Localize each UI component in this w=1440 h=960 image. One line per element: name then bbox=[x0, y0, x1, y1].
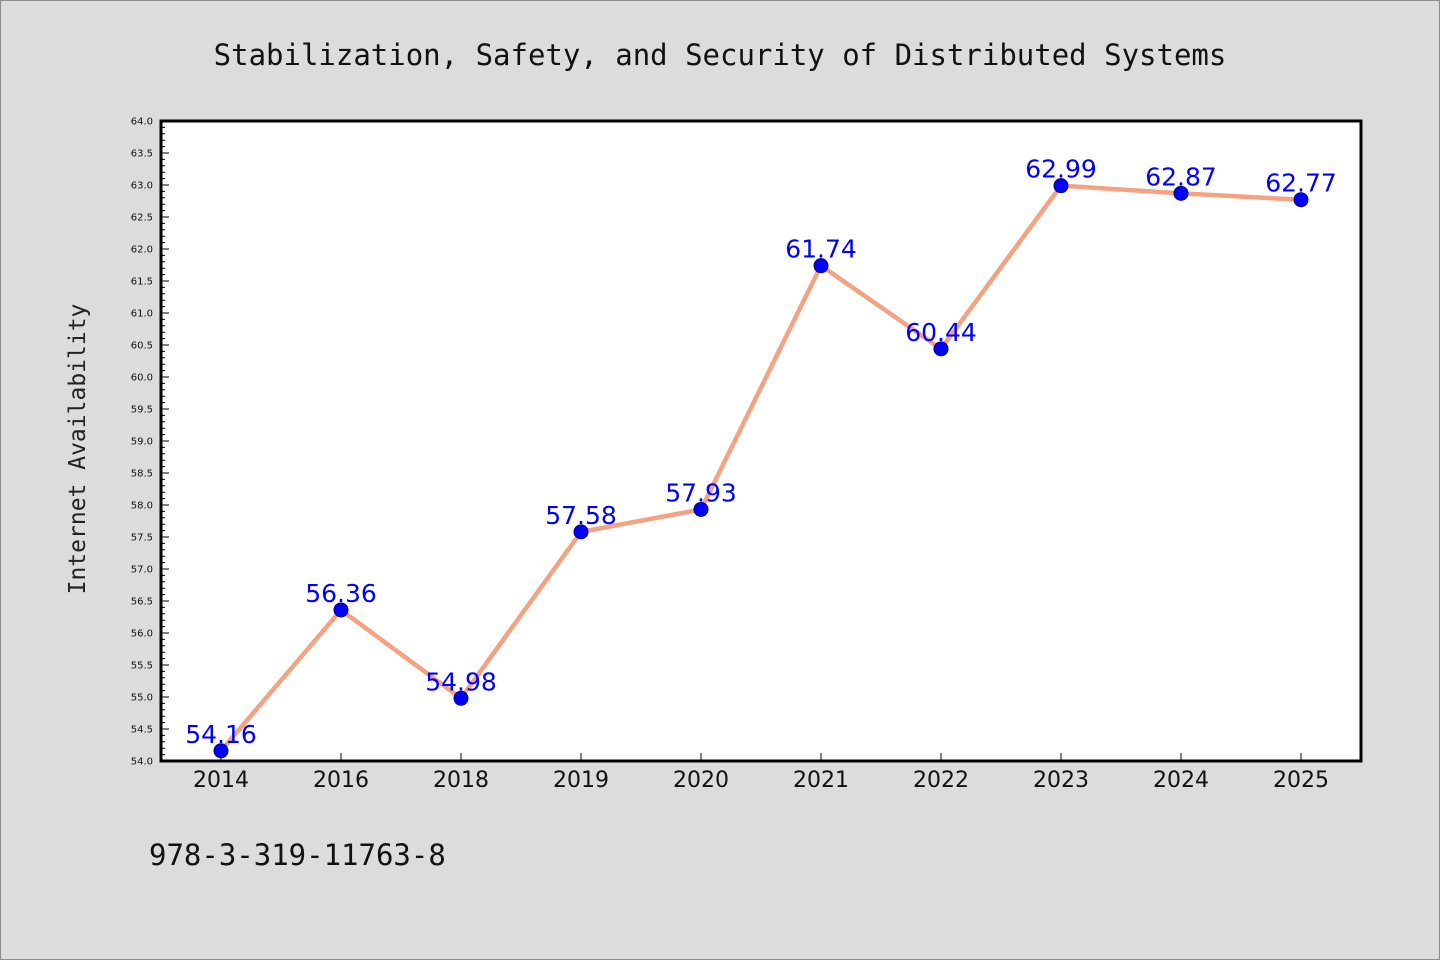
y-tick-label: 55.5 bbox=[131, 661, 153, 672]
data-label: 54.16 bbox=[185, 720, 257, 749]
y-tick-label: 62.0 bbox=[131, 245, 153, 256]
y-tick-label: 59.5 bbox=[131, 405, 153, 416]
x-tick-label: 2024 bbox=[1153, 768, 1209, 793]
x-axis: 2014 2016 2018 2019 2020 2021 2022 2023 2024 2025 bbox=[193, 753, 1329, 793]
data-label: 62.99 bbox=[1025, 155, 1097, 184]
series-line bbox=[219, 183, 1302, 753]
x-tick-label: 2020 bbox=[673, 768, 729, 793]
y-tick-label: 63.5 bbox=[131, 149, 153, 160]
footnote-isbn: 978-3-319-11763-8 bbox=[149, 838, 446, 872]
y-tick-label: 58.0 bbox=[131, 501, 153, 512]
data-point bbox=[1293, 192, 1309, 208]
x-tick-label: 2021 bbox=[793, 768, 849, 793]
y-tick-label: 58.5 bbox=[131, 469, 153, 480]
data-point bbox=[813, 258, 829, 274]
chart-title: Stabilization, Safety, and Security of D… bbox=[214, 38, 1227, 72]
data-label: 62.87 bbox=[1145, 162, 1217, 191]
plot-frame bbox=[159, 119, 1363, 763]
data-point bbox=[213, 743, 229, 759]
y-tick-label: 54.5 bbox=[131, 725, 153, 736]
data-point bbox=[1053, 178, 1069, 194]
series-line-layer bbox=[219, 183, 1302, 753]
data-label: 62.77 bbox=[1265, 169, 1337, 198]
data-label: 57.58 bbox=[545, 501, 617, 530]
y-axis-label: Internet Availability bbox=[65, 304, 91, 595]
data-label: 57.93 bbox=[665, 478, 737, 507]
x-tick-label: 2019 bbox=[553, 768, 609, 793]
y-tick-label: 64.0 bbox=[131, 117, 153, 128]
plot-area bbox=[161, 121, 1361, 761]
y-tick-label: 61.5 bbox=[131, 277, 153, 288]
data-label: 56.36 bbox=[305, 579, 377, 608]
y-tick-label: 60.0 bbox=[131, 373, 153, 384]
y-tick-label: 56.5 bbox=[131, 597, 153, 608]
y-tick-label: 61.0 bbox=[131, 309, 153, 320]
data-label: 61.74 bbox=[785, 235, 857, 264]
data-point bbox=[1173, 185, 1189, 201]
y-tick-label: 57.5 bbox=[131, 533, 153, 544]
data-point bbox=[453, 690, 469, 706]
x-tick-label: 2025 bbox=[1273, 768, 1329, 793]
data-labels-layer: 54.16 56.36 54.98 57.58 57.93 61.74 60.44 62.99… bbox=[185, 155, 1337, 749]
y-tick-label: 63.0 bbox=[131, 181, 153, 192]
y-tick-label: 56.0 bbox=[131, 629, 153, 640]
y-tick-label: 55.0 bbox=[131, 693, 153, 704]
x-tick-label: 2023 bbox=[1033, 768, 1089, 793]
x-tick-label: 2016 bbox=[313, 768, 369, 793]
data-label: 60.44 bbox=[905, 318, 977, 347]
x-tick-label: 2014 bbox=[193, 768, 249, 793]
y-tick-label: 54.0 bbox=[131, 757, 153, 768]
data-point bbox=[333, 602, 349, 618]
data-point bbox=[693, 501, 709, 517]
y-tick-label: 57.0 bbox=[131, 565, 153, 576]
data-label: 54.98 bbox=[425, 667, 497, 696]
y-tick-label: 62.5 bbox=[131, 213, 153, 224]
y-tick-label: 60.5 bbox=[131, 341, 153, 352]
data-point bbox=[573, 524, 589, 540]
x-tick-label: 2022 bbox=[913, 768, 969, 793]
x-tick-label: 2018 bbox=[433, 768, 489, 793]
markers-layer bbox=[213, 178, 1309, 759]
data-point bbox=[933, 341, 949, 357]
y-tick-label: 59.0 bbox=[131, 437, 153, 448]
